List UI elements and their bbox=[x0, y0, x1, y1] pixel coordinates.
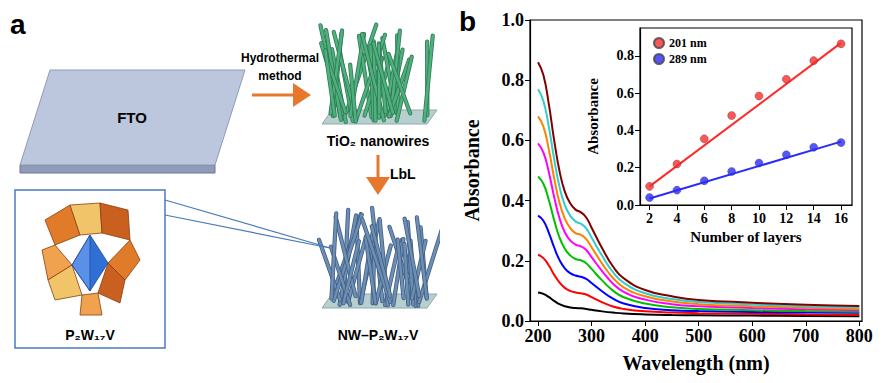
svg-text:0.8: 0.8 bbox=[502, 70, 525, 90]
svg-text:b: b bbox=[459, 6, 476, 37]
svg-text:12: 12 bbox=[779, 211, 793, 226]
svg-text:0.0: 0.0 bbox=[617, 198, 635, 213]
svg-text:400: 400 bbox=[632, 326, 659, 346]
svg-text:FTO: FTO bbox=[117, 109, 147, 126]
svg-text:method: method bbox=[258, 69, 301, 83]
svg-text:Hydrothermal: Hydrothermal bbox=[241, 51, 319, 65]
svg-text:0.6: 0.6 bbox=[502, 130, 525, 150]
svg-text:0.2: 0.2 bbox=[617, 160, 635, 175]
svg-text:8: 8 bbox=[728, 211, 735, 226]
svg-text:0.6: 0.6 bbox=[617, 86, 635, 101]
svg-text:P₂W₁₇V: P₂W₁₇V bbox=[65, 327, 115, 343]
svg-text:1.0: 1.0 bbox=[502, 10, 525, 30]
svg-text:16: 16 bbox=[834, 211, 848, 226]
svg-text:Absorbance: Absorbance bbox=[585, 78, 601, 155]
svg-text:Absorbance: Absorbance bbox=[461, 119, 483, 221]
svg-text:201 nm: 201 nm bbox=[669, 36, 707, 50]
svg-text:0.4: 0.4 bbox=[617, 123, 635, 138]
svg-text:10: 10 bbox=[752, 211, 766, 226]
svg-text:NW–P₂W₁₇V: NW–P₂W₁₇V bbox=[338, 327, 419, 343]
svg-text:0.8: 0.8 bbox=[617, 48, 635, 63]
svg-text:Number of layers: Number of layers bbox=[690, 229, 802, 245]
svg-text:LbL: LbL bbox=[390, 166, 416, 182]
svg-text:14: 14 bbox=[807, 211, 821, 226]
svg-text:0.4: 0.4 bbox=[502, 191, 525, 211]
svg-text:a: a bbox=[10, 9, 26, 40]
svg-text:0.2: 0.2 bbox=[502, 251, 525, 271]
svg-text:200: 200 bbox=[525, 326, 552, 346]
svg-text:4: 4 bbox=[673, 211, 680, 226]
svg-text:300: 300 bbox=[578, 326, 605, 346]
svg-text:Wavelength (nm): Wavelength (nm) bbox=[622, 352, 769, 375]
svg-text:6: 6 bbox=[701, 211, 708, 226]
svg-text:700: 700 bbox=[792, 326, 819, 346]
svg-text:800: 800 bbox=[846, 326, 873, 346]
svg-text:2: 2 bbox=[646, 211, 653, 226]
svg-text:289 nm: 289 nm bbox=[669, 52, 707, 66]
svg-text:0.0: 0.0 bbox=[502, 311, 525, 331]
svg-text:500: 500 bbox=[685, 326, 712, 346]
svg-text:TiO₂ nanowires: TiO₂ nanowires bbox=[327, 133, 430, 149]
svg-text:600: 600 bbox=[739, 326, 766, 346]
